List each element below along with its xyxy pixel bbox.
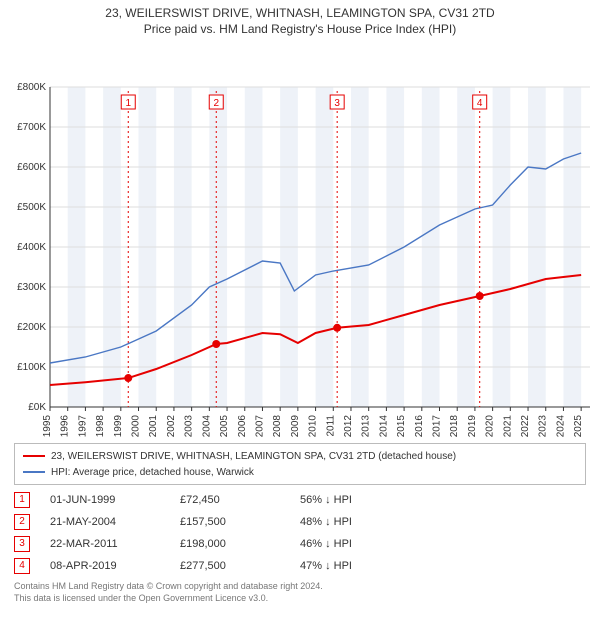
footer-line2: This data is licensed under the Open Gov… — [14, 593, 586, 605]
sale-price: £72,450 — [180, 494, 300, 506]
svg-text:1995: 1995 — [42, 415, 53, 437]
svg-text:2009: 2009 — [290, 415, 301, 437]
svg-text:£0K: £0K — [28, 402, 46, 413]
svg-text:2017: 2017 — [432, 415, 443, 437]
title-line2: Price paid vs. HM Land Registry's House … — [8, 22, 592, 38]
chart-title: 23, WEILERSWIST DRIVE, WHITNASH, LEAMING… — [8, 6, 592, 37]
legend-swatch-hpi — [23, 471, 45, 473]
svg-text:2012: 2012 — [343, 415, 354, 437]
svg-text:1996: 1996 — [60, 415, 71, 437]
sale-price: £198,000 — [180, 538, 300, 550]
svg-text:2022: 2022 — [520, 415, 531, 437]
sale-pct: 56% ↓ HPI — [300, 494, 390, 506]
svg-text:£500K: £500K — [17, 202, 46, 213]
sale-price: £157,500 — [180, 516, 300, 528]
table-row: 2 21-MAY-2004 £157,500 48% ↓ HPI — [14, 511, 586, 533]
svg-text:2: 2 — [213, 98, 219, 109]
sale-pct: 47% ↓ HPI — [300, 560, 390, 572]
svg-text:2006: 2006 — [237, 415, 248, 437]
sale-marker-1: 1 — [14, 492, 30, 508]
footer: Contains HM Land Registry data © Crown c… — [14, 581, 586, 604]
svg-text:£400K: £400K — [17, 242, 46, 253]
svg-text:1999: 1999 — [113, 415, 124, 437]
svg-text:1997: 1997 — [77, 415, 88, 437]
sale-marker-3: 3 — [14, 536, 30, 552]
legend-label-price: 23, WEILERSWIST DRIVE, WHITNASH, LEAMING… — [51, 451, 456, 462]
svg-text:£700K: £700K — [17, 122, 46, 133]
svg-text:2021: 2021 — [502, 415, 513, 437]
svg-text:2024: 2024 — [555, 415, 566, 437]
svg-text:2002: 2002 — [166, 415, 177, 437]
svg-text:2008: 2008 — [272, 415, 283, 437]
svg-text:£200K: £200K — [17, 322, 46, 333]
sales-table: 1 01-JUN-1999 £72,450 56% ↓ HPI 2 21-MAY… — [14, 489, 586, 577]
svg-text:2019: 2019 — [467, 415, 478, 437]
sale-pct: 46% ↓ HPI — [300, 538, 390, 550]
svg-text:£100K: £100K — [17, 362, 46, 373]
svg-text:2018: 2018 — [449, 415, 460, 437]
svg-text:2010: 2010 — [308, 415, 319, 437]
sale-date: 08-APR-2019 — [50, 560, 180, 572]
title-line1: 23, WEILERSWIST DRIVE, WHITNASH, LEAMING… — [8, 6, 592, 22]
legend: 23, WEILERSWIST DRIVE, WHITNASH, LEAMING… — [14, 443, 586, 485]
svg-text:2020: 2020 — [485, 415, 496, 437]
svg-text:4: 4 — [477, 98, 483, 109]
footer-line1: Contains HM Land Registry data © Crown c… — [14, 581, 586, 593]
legend-swatch-price — [23, 455, 45, 457]
svg-text:2014: 2014 — [378, 415, 389, 437]
sale-date: 01-JUN-1999 — [50, 494, 180, 506]
sale-pct: 48% ↓ HPI — [300, 516, 390, 528]
svg-text:2025: 2025 — [573, 415, 584, 437]
sale-marker-2: 2 — [14, 514, 30, 530]
sale-date: 22-MAR-2011 — [50, 538, 180, 550]
svg-text:1998: 1998 — [95, 415, 106, 437]
svg-text:2003: 2003 — [184, 415, 195, 437]
svg-text:2000: 2000 — [131, 415, 142, 437]
sale-date: 21-MAY-2004 — [50, 516, 180, 528]
price-chart: £0K £100K £200K £300K £400K £500K £600K £700K £8… — [8, 37, 592, 437]
svg-text:2023: 2023 — [538, 415, 549, 437]
legend-item-price: 23, WEILERSWIST DRIVE, WHITNASH, LEAMING… — [23, 448, 577, 464]
svg-text:2004: 2004 — [201, 415, 212, 437]
legend-label-hpi: HPI: Average price, detached house, Warw… — [51, 467, 254, 478]
table-row: 3 22-MAR-2011 £198,000 46% ↓ HPI — [14, 533, 586, 555]
table-row: 1 01-JUN-1999 £72,450 56% ↓ HPI — [14, 489, 586, 511]
svg-text:2001: 2001 — [148, 415, 159, 437]
svg-text:2007: 2007 — [254, 415, 265, 437]
svg-text:3: 3 — [334, 98, 340, 109]
svg-text:2011: 2011 — [325, 415, 336, 437]
svg-text:£800K: £800K — [17, 82, 46, 93]
svg-text:2005: 2005 — [219, 415, 230, 437]
table-row: 4 08-APR-2019 £277,500 47% ↓ HPI — [14, 555, 586, 577]
svg-text:2016: 2016 — [414, 415, 425, 437]
svg-text:1: 1 — [125, 98, 131, 109]
svg-text:£300K: £300K — [17, 282, 46, 293]
svg-text:£600K: £600K — [17, 162, 46, 173]
sale-marker-4: 4 — [14, 558, 30, 574]
sale-price: £277,500 — [180, 560, 300, 572]
svg-text:2013: 2013 — [361, 415, 372, 437]
legend-item-hpi: HPI: Average price, detached house, Warw… — [23, 464, 577, 480]
svg-text:2015: 2015 — [396, 415, 407, 437]
